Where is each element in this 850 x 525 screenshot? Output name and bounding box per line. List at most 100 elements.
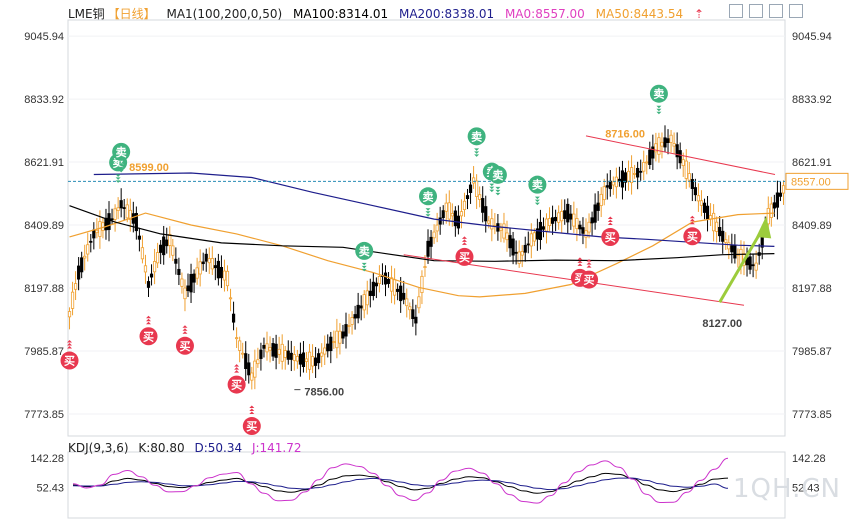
trend-arrow-head [756, 216, 772, 239]
candle-body [426, 240, 430, 257]
sell-signal-label: 卖 [471, 129, 482, 143]
candle-body [396, 288, 400, 292]
candle-body [137, 235, 141, 240]
candle-body [751, 264, 755, 267]
candle-body [225, 270, 230, 287]
buy-arrow-icon [67, 346, 73, 349]
candle-body [444, 202, 448, 212]
candle-body [198, 261, 202, 275]
candle-body [447, 202, 451, 220]
candle-body [80, 257, 84, 273]
sell-signal: 卖 [112, 142, 131, 173]
price-pane-frame [67, 19, 786, 437]
candle-body [359, 305, 363, 309]
sell-signal: 卖 [467, 127, 486, 157]
candle-body [231, 313, 236, 323]
buy-arrow-icon [607, 222, 613, 226]
buy-arrow-icon [249, 405, 255, 409]
zoom-in-icon[interactable] [749, 4, 763, 18]
candle-body [174, 258, 178, 264]
candle-body [432, 231, 436, 239]
candle-body [663, 137, 667, 148]
candle-body [690, 179, 694, 189]
candle-body [775, 192, 780, 208]
sell-arrow-icon [425, 211, 431, 214]
sell-signal: 卖 [649, 84, 668, 115]
sell-signal: 卖 [528, 175, 547, 206]
candle-body [371, 281, 375, 297]
candle-body [201, 261, 205, 265]
sell-arrow-icon [118, 169, 124, 173]
sell-arrow-icon [425, 214, 431, 217]
candle-body [471, 177, 476, 184]
candle-body [159, 244, 163, 253]
crosshair-icon[interactable] [729, 4, 743, 18]
buy-arrow-icon [689, 221, 695, 225]
candle-body [499, 227, 503, 231]
candle-body [86, 244, 90, 255]
candle-body [204, 253, 208, 262]
buy-arrow-icon [607, 219, 613, 223]
kdj-tick-label-left: 142.28 [30, 453, 64, 465]
kdj-j-label: J:141.72 [251, 441, 302, 455]
kdj-header: KDJ(9,3,6) K:80.80 D:50.34 J:141.72 [68, 441, 308, 455]
candle-body [681, 159, 685, 166]
candle-body [177, 268, 181, 276]
candle-body [156, 252, 160, 264]
buy-arrow-icon [586, 265, 592, 268]
candle-body [77, 265, 81, 280]
buy-signal: 买 [580, 259, 599, 289]
candle-body [523, 244, 527, 253]
buy-arrow-icon [689, 218, 695, 222]
candle-body [307, 351, 312, 370]
candle-body [611, 181, 615, 186]
candle-body [125, 204, 129, 219]
candle-body [563, 210, 567, 219]
y-tick-label-left: 7985.87 [24, 346, 64, 358]
buy-arrow-icon [146, 315, 152, 319]
buy-signal: 买 [683, 215, 702, 246]
candle-body [532, 232, 536, 242]
buy-arrow-icon [577, 260, 583, 263]
buy-arrow-icon [461, 236, 467, 239]
price-annotation: 8127.00 [702, 318, 742, 330]
buy-signal-badge [139, 327, 158, 346]
candle-body [222, 270, 227, 281]
ma200-label: MA200:8338.01 [398, 7, 495, 21]
y-tick-label-right: 7773.85 [792, 409, 832, 421]
kdj-tick-label-left: 52.43 [36, 482, 64, 494]
candle-body [718, 226, 722, 237]
candle-body [253, 360, 257, 378]
sell-arrow-icon [489, 186, 495, 190]
y-tick-label-right: 8409.89 [792, 220, 832, 232]
sell-arrow-icon [495, 192, 501, 196]
buy-signal: 买 [227, 364, 246, 394]
sell-arrow-icon [361, 262, 367, 266]
candle-body [520, 251, 524, 256]
buy-arrow-icon [182, 325, 188, 328]
candle-body [754, 262, 758, 271]
zoom-out-icon[interactable] [769, 4, 783, 18]
candle-body [268, 347, 272, 351]
candle-body [247, 362, 251, 376]
candle-body [329, 336, 333, 352]
candle-body [623, 172, 628, 183]
candle-body [110, 218, 114, 221]
sell-arrow-icon [118, 163, 124, 167]
sell-arrow-icon [118, 166, 124, 170]
candle-body [487, 220, 491, 224]
buy-signal-label: 买 [584, 274, 595, 287]
buy-arrow-icon [234, 367, 240, 370]
candle-body [262, 345, 266, 349]
chart-header: LME铜 【日线】 MA1(100,200,0,50) MA100:8314.01… [68, 5, 711, 22]
candle-body [651, 146, 655, 159]
sell-arrow-icon [115, 180, 121, 183]
kdj-pane-frame [67, 451, 786, 519]
candle-body [535, 228, 539, 240]
candle-body [365, 290, 369, 306]
candle-body [727, 242, 731, 250]
candle-body [572, 213, 576, 227]
candle-body [657, 137, 661, 155]
settings-icon[interactable] [789, 4, 803, 18]
